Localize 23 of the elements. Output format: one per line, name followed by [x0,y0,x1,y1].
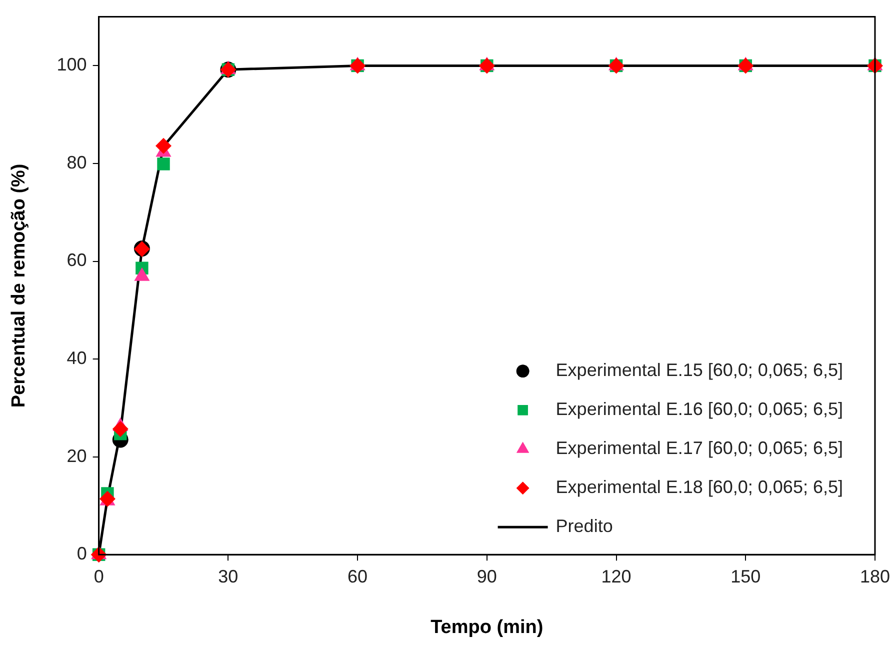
y-tick-label: 0 [76,544,87,564]
point [112,420,128,437]
point [157,158,170,170]
legend-label: Experimental E.16 [60,0; 0,065; 6,5] [556,399,843,420]
y-tick-label: 80 [66,152,87,172]
legend-label: Experimental E.15 [60,0; 0,065; 6,5] [556,360,843,380]
y-tick-label: 20 [66,446,87,466]
x-tick-label: 180 [860,566,890,586]
y-tick-label: 40 [66,348,87,368]
legend-label: Predito [556,516,613,536]
x-tick-label: 0 [94,566,104,586]
y-axis-title: Percentual de remoção (%) [8,164,30,408]
x-tick-label: 30 [218,566,238,586]
x-tick-label: 150 [730,566,761,586]
x-tick-label: 90 [476,566,497,586]
x-axis-title: Tempo (min) [430,616,544,638]
x-tick-label: 60 [348,566,368,586]
y-tick-label: 100 [56,54,87,75]
x-tick-label: 120 [601,566,632,586]
y-tick-label: 60 [66,250,87,270]
point [156,138,172,154]
legend-label: Experimental E.18 [60,0; 0,065; 6,5] [556,477,843,498]
legend-label: Experimental E.17 [60,0; 0,065; 6,5] [556,438,843,458]
